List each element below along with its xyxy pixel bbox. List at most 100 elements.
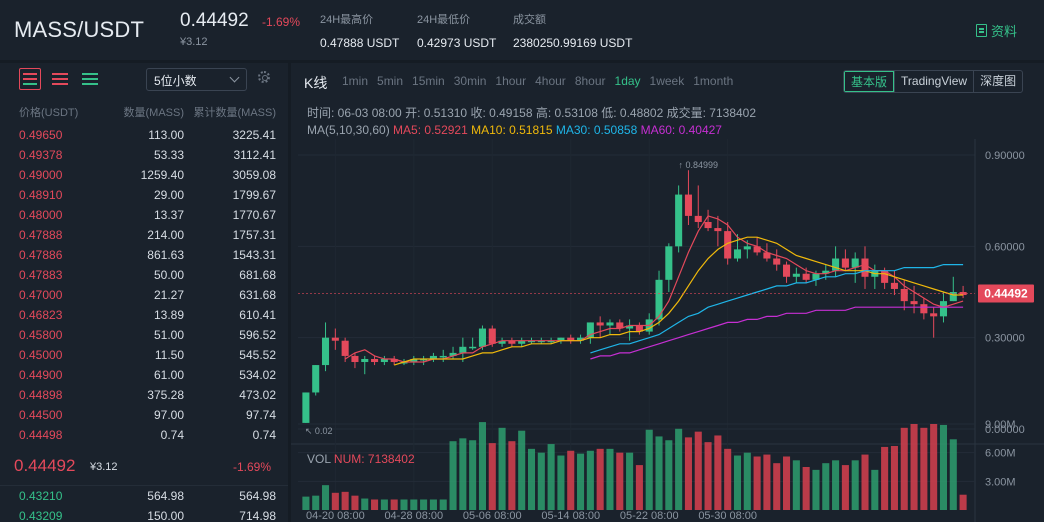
depth-select[interactable]: 5位小数 [146, 68, 247, 91]
interval-tab-8hour[interactable]: 8hour [574, 74, 606, 88]
volume-bar [949, 439, 957, 510]
order-book-row[interactable]: 0.44498 0.74 0.74 [0, 425, 288, 445]
volume-bar [439, 499, 447, 510]
volume-bar [459, 438, 467, 510]
row-amount: 564.98 [147, 489, 184, 503]
candle-body [704, 221, 712, 229]
volume-bar [361, 498, 369, 510]
change-percent: -1.69% [262, 15, 301, 29]
order-book-row[interactable]: 0.49650 113.00 3225.41 [0, 125, 288, 145]
row-price: 0.44898 [19, 388, 63, 402]
interval-tab-1month[interactable]: 1month [693, 74, 734, 88]
order-book-row[interactable]: 0.46823 13.89 610.41 [0, 305, 288, 325]
price-tick-label: 0.90000 [985, 150, 1025, 162]
row-amount: 51.00 [153, 328, 184, 342]
interval-tab-4hour[interactable]: 4hour [535, 74, 566, 88]
stat-value: 0.42973 USDT [417, 36, 497, 50]
candle-body [341, 340, 349, 356]
interval-tab-15min[interactable]: 15min [412, 74, 445, 88]
order-book-row[interactable]: 0.49000 1259.40 3059.08 [0, 165, 288, 185]
row-amount: 375.28 [147, 388, 184, 402]
candle-body [930, 313, 938, 317]
volume-bar [724, 448, 732, 510]
candle-body [410, 358, 418, 363]
pair-title: MASS/USDT [14, 17, 145, 42]
order-book-row[interactable]: 0.43210 564.98 564.98 [0, 486, 288, 506]
volume-bar [939, 424, 948, 510]
last-price: 0.44492 [180, 10, 249, 31]
row-price: 0.43209 [19, 509, 63, 522]
volume-bar [704, 442, 712, 510]
order-book-row[interactable]: 0.47888 214.00 1757.31 [0, 225, 288, 245]
ma-legend-item: MA30: 0.50858 [556, 123, 641, 137]
volume-bar [802, 467, 810, 510]
order-book-row[interactable]: 0.48910 29.00 1799.67 [0, 185, 288, 205]
order-book-row[interactable]: 0.49378 53.33 3112.41 [0, 145, 288, 165]
row-total: 610.41 [239, 308, 276, 322]
row-price: 0.49378 [19, 148, 63, 162]
view-asks-button[interactable] [49, 68, 71, 90]
volume-bar [537, 452, 545, 510]
interval-tab-1min[interactable]: 1min [342, 74, 369, 88]
stat-label: 24H最高价 [320, 14, 374, 26]
candle-info-item: 成交量: 7138402 [667, 105, 757, 120]
order-book-row[interactable]: 0.47886 861.63 1543.31 [0, 245, 288, 265]
volume-bar [302, 496, 310, 510]
volume-tick-label: 6.00M [985, 448, 1016, 460]
order-book-row[interactable]: 0.47000 21.27 631.68 [0, 285, 288, 305]
view-tab-depth[interactable]: 深度图 [973, 71, 1022, 92]
row-price: 0.46823 [19, 308, 63, 322]
interval-tab-1day[interactable]: 1day [614, 74, 641, 88]
order-book-row[interactable]: 0.48000 13.37 1770.67 [0, 205, 288, 225]
order-book-row[interactable]: 0.43209 150.00 714.98 [0, 506, 288, 522]
interval-tab-30min[interactable]: 30min [453, 74, 487, 88]
candle-body [596, 322, 604, 326]
candle-body [939, 301, 948, 317]
order-book-row[interactable]: 0.44900 61.00 534.02 [0, 365, 288, 385]
row-amount: 50.00 [153, 268, 184, 282]
depth-select-value: 5位小数 [154, 74, 197, 88]
order-book-row[interactable]: 0.45000 11.50 545.52 [0, 345, 288, 365]
row-total: 714.98 [239, 509, 276, 522]
info-link[interactable]: 资料 [976, 21, 1017, 40]
interval-tab-1hour[interactable]: 1hour [495, 74, 527, 88]
order-book-row[interactable]: 0.45800 51.00 596.52 [0, 325, 288, 345]
row-amount: 53.33 [153, 148, 184, 162]
row-price: 0.45800 [19, 328, 63, 342]
volume-bar [743, 452, 751, 510]
volume-bar [792, 460, 800, 510]
volume-bar [822, 463, 830, 510]
candle-body [302, 392, 310, 423]
volume-bar [596, 448, 604, 510]
volume-bar [420, 499, 428, 510]
gear-icon[interactable] [258, 71, 270, 83]
interval-tab-5min[interactable]: 5min [377, 74, 404, 88]
candle-body [488, 328, 496, 344]
order-book-row[interactable]: 0.47883 50.00 681.68 [0, 265, 288, 285]
candle-body [537, 340, 545, 343]
interval-tab-1week[interactable]: 1week [649, 74, 685, 88]
mid-change-percent: -1.69% [233, 460, 272, 474]
order-book-row[interactable]: 0.44898 375.28 473.02 [0, 385, 288, 405]
candle-body [694, 215, 702, 222]
candle-body [665, 246, 673, 280]
volume-bar [694, 431, 702, 510]
candle-body [508, 340, 516, 344]
price-tick-label: 0.60000 [985, 241, 1025, 253]
view-tab-tradingview[interactable]: TradingView [894, 71, 973, 92]
candle-body [733, 249, 742, 259]
view-tab-basic[interactable]: 基本版 [844, 71, 895, 92]
row-total: 681.68 [239, 268, 276, 282]
candle-body [910, 301, 918, 305]
view-bids-button[interactable] [79, 68, 101, 90]
kline-chart[interactable]: 0.90000 0.60000 0.30000 0.00000 04-20 08:00 0… [291, 99, 1044, 522]
volume-bar [606, 448, 614, 510]
view-both-button[interactable] [19, 68, 41, 90]
candle-body [851, 258, 859, 268]
volume-tick-label: 3.00M [985, 476, 1016, 488]
order-book-row[interactable]: 0.44500 97.00 97.74 [0, 405, 288, 425]
stat-value: 2380250.99169 USDT [513, 36, 633, 50]
col-amount: 数量(MASS) [123, 107, 185, 119]
volume-bar [684, 437, 692, 510]
candle-body [429, 355, 437, 359]
